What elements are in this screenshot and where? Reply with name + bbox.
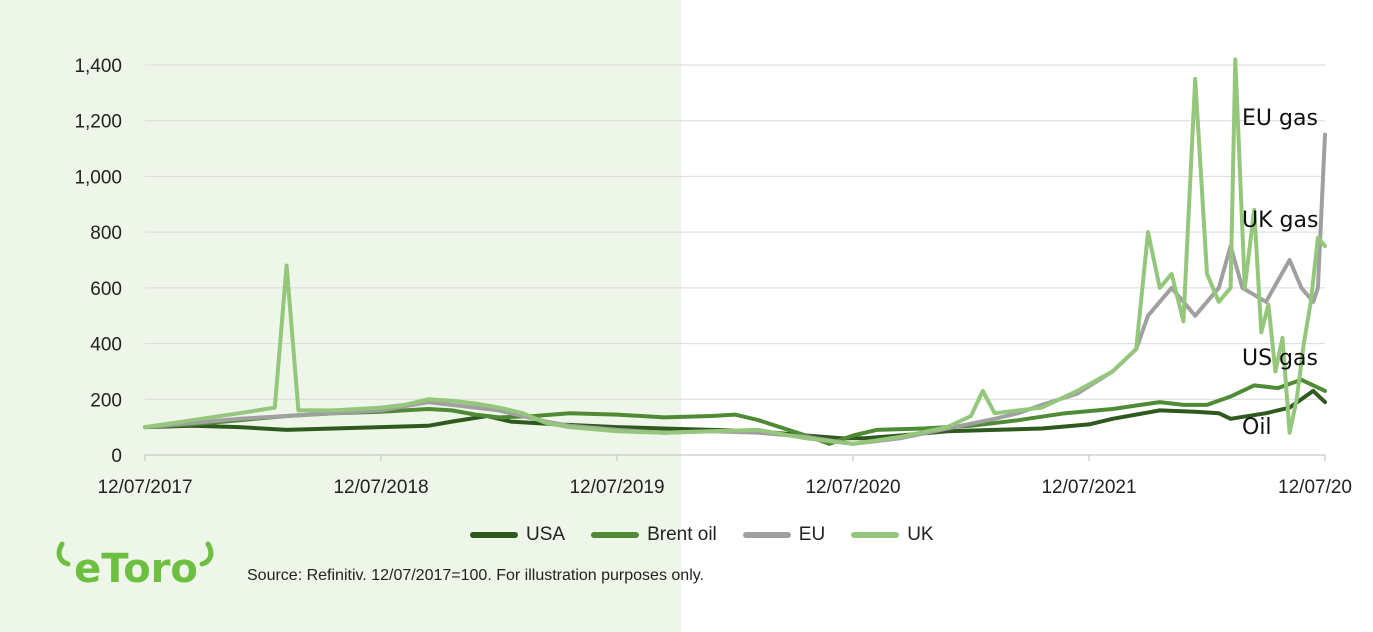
source-note: Source: Refinitiv. 12/07/2017=100. For i… — [247, 567, 704, 584]
x-tick-label: 12/07/2018 — [333, 477, 428, 498]
annotation-uk-gas: UK gas — [1242, 208, 1318, 233]
x-tick-label: 12/07/2017 — [97, 477, 192, 498]
chart-legend: USA Brent oil EU UK — [470, 524, 960, 546]
y-tick-label: 1,200 — [74, 112, 122, 133]
series-line-usa — [143, 388, 1327, 441]
etoro-logo: eToro — [56, 541, 214, 590]
y-axis-ticks: 0 200 400 600 800 1,000 1,200 1,400 — [74, 56, 122, 467]
legend-swatch — [470, 532, 518, 538]
legend-label: USA — [526, 524, 566, 545]
series-line-eu — [143, 132, 1327, 446]
y-tick-label: 400 — [90, 335, 122, 356]
y-tick-label: 0 — [111, 446, 122, 467]
legend-label: Brent oil — [647, 524, 717, 545]
x-tick-label: 12/07/2020 — [805, 477, 900, 498]
y-tick-label: 200 — [90, 390, 122, 411]
legend-swatch — [591, 532, 640, 538]
legend-swatch — [851, 532, 900, 538]
y-tick-label: 800 — [90, 223, 122, 244]
legend-item: Brent oil — [591, 524, 717, 546]
y-tick-label: 600 — [90, 279, 122, 300]
legend-label: UK — [907, 524, 934, 545]
x-axis-ticks: 12/07/2017 12/07/2018 12/07/2019 12/07/2020… — [97, 455, 1352, 498]
annotation-eu-gas: EU gas — [1242, 106, 1318, 131]
grid-layer — [145, 64, 1325, 456]
legend-swatch — [742, 532, 791, 538]
series-layer — [143, 57, 1327, 446]
legend-item: UK — [851, 524, 934, 546]
x-tick-label: 12/07/2021 — [1041, 477, 1136, 498]
x-tick-label: 12/07/2019 — [569, 477, 664, 498]
y-tick-label: 1,000 — [74, 167, 122, 188]
y-tick-label: 1,400 — [74, 56, 122, 77]
series-line-brent-oil — [143, 377, 1327, 446]
annotation-layer: EU gas UK gas US gas Oil — [1242, 106, 1318, 440]
legend-label: EU — [798, 524, 826, 545]
x-tick-label: 12/07/20 — [1278, 477, 1352, 498]
annotation-oil: Oil — [1242, 415, 1272, 440]
annotation-us-gas: US gas — [1242, 346, 1318, 371]
background-panel — [0, 0, 681, 632]
legend-item: USA — [470, 524, 565, 546]
logo-wordmark: eToro — [74, 546, 198, 590]
series-line-uk — [143, 57, 1327, 446]
legend-item: EU — [742, 524, 826, 546]
